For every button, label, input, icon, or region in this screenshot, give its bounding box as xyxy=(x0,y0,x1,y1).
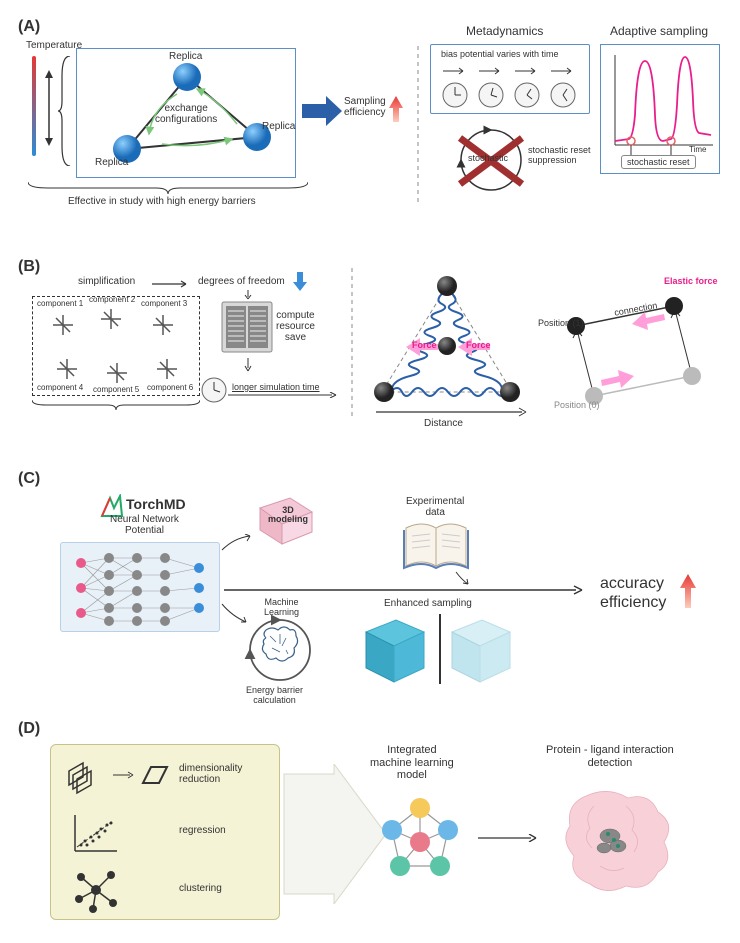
temperature-gradient-icon xyxy=(30,56,38,156)
red-up-arrow-icon xyxy=(388,94,404,124)
comp-3: component 3 xyxy=(141,299,187,308)
integrated-model-icon xyxy=(370,792,470,892)
barrier-note: Effective in study with high energy barr… xyxy=(68,196,256,207)
arrow-dim-icon xyxy=(113,771,135,779)
force-label-2: Force xyxy=(466,340,491,350)
time-label: Time xyxy=(689,145,706,154)
energy-label: Energy barrier calculation xyxy=(246,686,303,706)
panel-c-label: (C) xyxy=(18,470,40,488)
enhanced-label: Enhanced sampling xyxy=(384,598,472,609)
replica-label-1: Replica xyxy=(169,51,202,62)
brace-b-icon xyxy=(32,398,200,412)
replica-label-2: Replica xyxy=(95,157,128,168)
simplification-label: simplification xyxy=(78,276,135,287)
comp-4: component 4 xyxy=(37,383,83,392)
dim-reduction-icon xyxy=(65,759,113,799)
degrees-label: degrees of freedom xyxy=(198,276,285,287)
cube-2-icon xyxy=(442,610,520,686)
exchange-label: exchange configurations xyxy=(155,103,217,125)
big-arrow-icon xyxy=(300,94,344,128)
adaptive-title: Adaptive sampling xyxy=(610,24,708,38)
longer-arrow-icon xyxy=(228,392,338,398)
clock-icon xyxy=(200,376,228,404)
replica-box: Replica Replica Replica exchange configu… xyxy=(76,48,296,178)
arrow-to-3d-icon xyxy=(220,534,254,554)
red-up-arrow-c-icon xyxy=(678,572,698,610)
panel-b-label: (B) xyxy=(18,258,40,276)
adaptive-box: Time stochastic reset xyxy=(600,44,720,174)
arrow-right-icon xyxy=(152,280,192,288)
separator-b-icon xyxy=(350,268,354,418)
stochastic-label: stochastic xyxy=(468,153,508,163)
protein-icon xyxy=(546,776,686,906)
ml-label: Machine Learning xyxy=(264,598,299,618)
arrow-down-small-icon xyxy=(244,290,252,300)
bias-label: bias potential varies with time xyxy=(441,49,559,59)
panel-b: (B) simplification degrees of freedom co… xyxy=(18,258,722,458)
arrow-to-ml-icon xyxy=(220,602,248,626)
longer-label: longer simulation time xyxy=(232,382,320,392)
separator-icon xyxy=(416,46,420,206)
clocks-icon xyxy=(437,63,585,111)
replica-label-3: Replica xyxy=(262,121,295,132)
comp-5: component 5 xyxy=(93,385,139,394)
brace-icon xyxy=(58,56,72,166)
comp-1: component 1 xyxy=(37,299,83,308)
elastic-diagram-icon xyxy=(546,278,722,418)
panel-d-label: (D) xyxy=(18,720,40,738)
integrated-label: Integrated machine learning model xyxy=(370,744,454,782)
panel-d: (D) dimensionality reduction regression … xyxy=(18,720,722,930)
main-arrow-icon xyxy=(224,584,584,596)
nn-box xyxy=(60,542,220,632)
dim-label: dimensionality reduction xyxy=(179,763,242,785)
comp-6: component 6 xyxy=(147,383,193,392)
metadynamics-title: Metadynamics xyxy=(466,24,543,38)
panel-c: (C) TorchMD Neural Network Potential xyxy=(18,470,722,700)
spring-triangle-icon xyxy=(362,272,532,422)
parallelogram-icon xyxy=(137,763,169,787)
arrow-down-exp-icon xyxy=(452,570,472,586)
elastic-label: Elastic force xyxy=(664,276,718,286)
components-box: component 1 component 2 component 3 comp… xyxy=(32,296,200,396)
modeling-label: 3D modeling xyxy=(268,506,308,525)
clustering-icon xyxy=(71,867,121,913)
ml-brain-icon xyxy=(240,614,320,688)
double-arrow-icon xyxy=(42,68,56,148)
ml-methods-box: dimensionality reduction regression clus… xyxy=(50,744,280,920)
blue-down-arrow-icon xyxy=(292,270,308,292)
neural-network-icon xyxy=(61,543,221,633)
sampling-label: Sampling efficiency xyxy=(344,96,386,118)
exp-label: Experimental data xyxy=(406,496,464,518)
bottom-brace-icon xyxy=(28,180,308,196)
suppression-label: stochastic reset suppression xyxy=(528,146,591,166)
compute-label: compute resource save xyxy=(276,310,315,343)
accuracy-label: accuracy efficiency xyxy=(600,574,666,612)
cube-1-icon xyxy=(356,610,434,686)
panel-a: (A) Temperature Replica xyxy=(18,18,722,238)
force-label-1: Force xyxy=(412,340,437,350)
nnp-label: Neural Network Potential xyxy=(110,514,179,536)
comp-2: component 2 xyxy=(89,295,135,304)
server-icon xyxy=(220,300,274,356)
pos0-label: Position (0) xyxy=(554,400,600,410)
metadynamics-box: bias potential varies with time xyxy=(430,44,590,114)
arrow-down-small2-icon xyxy=(244,358,252,372)
reg-label: regression xyxy=(179,825,226,836)
clust-label: clustering xyxy=(179,883,222,894)
distance-label: Distance xyxy=(424,418,463,429)
components-icon xyxy=(33,297,201,397)
temperature-label: Temperature xyxy=(26,40,82,51)
panel-a-label: (A) xyxy=(18,18,40,36)
stochastic-reset-label: stochastic reset xyxy=(621,155,696,169)
book-icon xyxy=(402,518,472,572)
protein-label: Protein - ligand interaction detection xyxy=(546,744,674,769)
regression-icon xyxy=(69,811,121,855)
arrow-to-protein-icon xyxy=(478,834,538,842)
cube-separator-icon xyxy=(438,614,442,684)
torchmd-label: TorchMD xyxy=(126,496,186,512)
pos1-label: Position (1) xyxy=(538,318,584,328)
